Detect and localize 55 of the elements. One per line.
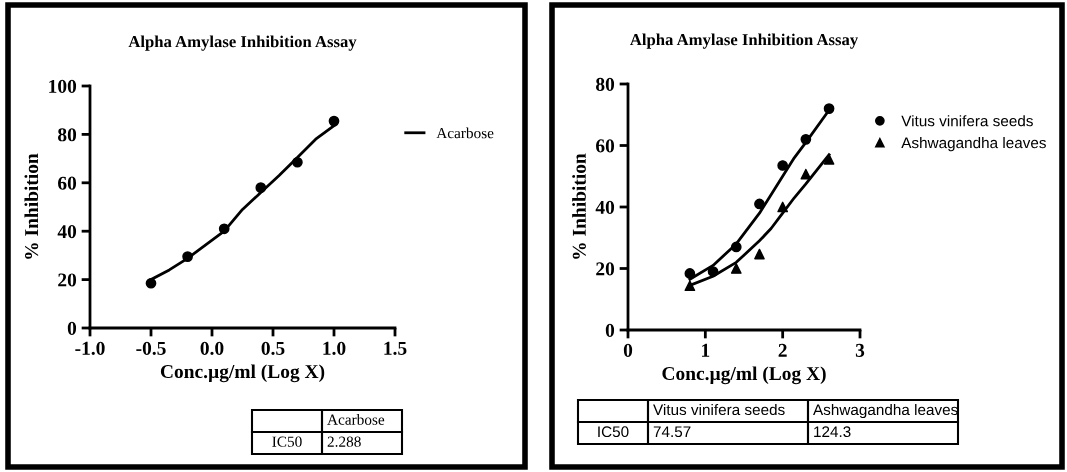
point (800, 133, 812, 145)
point (218, 223, 230, 235)
x-tick-label: 1.0 (323, 341, 346, 355)
x-axis-title: Conc.µg/ml (Log X) (662, 366, 826, 385)
text: Ashwagandha leaves (813, 403, 958, 419)
text: 124.3 (814, 426, 851, 438)
x-tick-label: 3 (855, 343, 865, 357)
y-tick-label: 60 (58, 176, 77, 190)
x-tick-label: 0.5 (261, 341, 285, 355)
legend-label: Vitus vinifera seeds (901, 115, 1033, 127)
point (684, 280, 696, 292)
text: Vitus vinifera seeds (653, 403, 785, 416)
point (292, 156, 303, 168)
point (754, 198, 765, 210)
text: IC50 (272, 436, 302, 447)
y-tick-label: 20 (58, 273, 77, 287)
y-tick-label: 100 (49, 79, 77, 93)
legend-label: Ashwagandha leaves (901, 137, 1046, 152)
x-tick-label: 2 (778, 343, 787, 357)
y-axis-title: % Inhibition (572, 153, 586, 259)
legend-label: Acarbose (436, 127, 494, 139)
chart-title: Alpha Amylase Inhibition Assay (630, 33, 858, 49)
point (777, 201, 789, 213)
point (255, 182, 267, 193)
text: Acarbose (327, 414, 385, 425)
x-tick-label: -1.0 (75, 341, 105, 355)
point (328, 115, 340, 127)
point (777, 160, 789, 171)
chart-title: Alpha Amylase Inhibition Assay (128, 35, 357, 51)
x-tick-label: 1 (702, 343, 710, 357)
x-tick-label: 1.5 (384, 341, 407, 355)
point (823, 103, 835, 114)
y-tick-label: 40 (57, 225, 77, 239)
y-tick-label: 60 (596, 139, 615, 153)
point (730, 241, 742, 253)
point (754, 248, 765, 260)
text: 74.57 (653, 426, 691, 438)
y-tick-label: 80 (596, 77, 615, 91)
x-tick-label: 0 (623, 343, 633, 357)
y-tick-label: 80 (58, 128, 77, 142)
point (145, 277, 157, 289)
y-axis-title: % Inhibition (24, 153, 39, 259)
y-tick-label: 40 (595, 200, 615, 214)
y-tick-label: 20 (596, 262, 615, 276)
x-axis-title: Conc.µg/ml (Log X) (160, 364, 325, 383)
point (182, 251, 193, 262)
point (684, 268, 696, 279)
point (730, 263, 742, 274)
y-tick-label: 0 (605, 323, 615, 337)
point (707, 266, 719, 277)
x-tick-label: 0.0 (200, 341, 224, 355)
y-tick-label: 0 (67, 321, 77, 335)
x-tick-label: -0.5 (136, 341, 166, 355)
text: IC50 (598, 426, 629, 438)
text: 2.288 (327, 436, 361, 447)
